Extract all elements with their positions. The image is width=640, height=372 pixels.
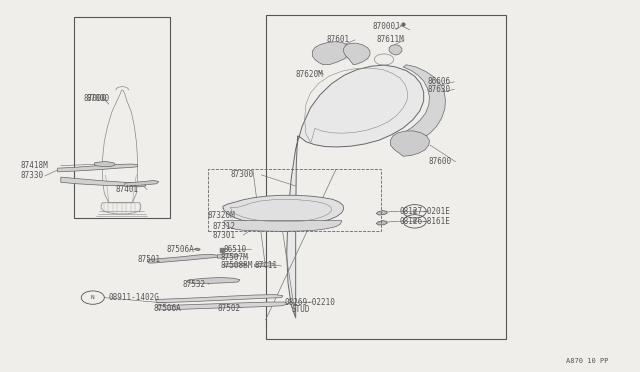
Text: 87411: 87411 (255, 262, 278, 270)
Text: 87620M: 87620M (296, 70, 323, 79)
Text: 87000: 87000 (86, 94, 109, 103)
Polygon shape (223, 195, 344, 225)
Text: 87502: 87502 (218, 304, 241, 312)
Text: 87418M: 87418M (20, 161, 48, 170)
Text: 08127-0201E: 08127-0201E (400, 207, 451, 216)
Bar (208, 169, 381, 231)
Text: 08911-1402G: 08911-1402G (109, 293, 159, 302)
Text: 87506A: 87506A (166, 245, 194, 254)
Text: 87611M: 87611M (376, 35, 404, 44)
Bar (266, 15, 506, 339)
Polygon shape (390, 131, 429, 156)
Text: 87630: 87630 (428, 85, 451, 94)
Polygon shape (398, 65, 445, 141)
Polygon shape (61, 177, 146, 187)
Text: 87600: 87600 (429, 157, 452, 166)
Polygon shape (389, 45, 402, 55)
Text: 08269-02210: 08269-02210 (285, 298, 335, 307)
Polygon shape (255, 263, 274, 267)
Text: 87312: 87312 (212, 222, 236, 231)
Text: 87300: 87300 (230, 170, 253, 179)
Polygon shape (376, 211, 387, 215)
Text: 08126-8161E: 08126-8161E (400, 217, 451, 226)
Text: 87501: 87501 (138, 255, 161, 264)
Text: 87643: 87643 (318, 49, 341, 58)
Polygon shape (287, 65, 424, 318)
Text: 86510: 86510 (224, 245, 247, 254)
Polygon shape (224, 263, 246, 266)
Text: 87320M: 87320M (208, 211, 236, 220)
Text: 87506A: 87506A (154, 304, 181, 312)
Polygon shape (187, 278, 240, 283)
Bar (74, 17, 170, 218)
Text: N: N (91, 295, 95, 300)
Text: 87401: 87401 (115, 185, 138, 194)
Text: A870 10 PP: A870 10 PP (566, 358, 608, 364)
Text: 87301: 87301 (212, 231, 236, 240)
Text: B: B (413, 209, 417, 214)
Polygon shape (194, 248, 200, 251)
Text: 87601: 87601 (326, 35, 349, 44)
Polygon shape (312, 42, 351, 65)
Text: 87000: 87000 (83, 94, 106, 103)
Text: STUD: STUD (291, 305, 310, 314)
Text: 87532: 87532 (182, 280, 205, 289)
Polygon shape (224, 221, 342, 231)
Text: 87507M: 87507M (221, 253, 248, 262)
Text: 86606: 86606 (428, 77, 451, 86)
Polygon shape (147, 254, 218, 263)
Polygon shape (157, 302, 288, 310)
Text: 87508BM: 87508BM (221, 262, 253, 270)
Text: 87330: 87330 (20, 171, 44, 180)
Polygon shape (376, 221, 387, 225)
Text: B: B (413, 219, 417, 224)
Polygon shape (58, 164, 138, 172)
Polygon shape (156, 295, 283, 303)
Polygon shape (218, 254, 238, 258)
Polygon shape (95, 161, 115, 167)
Text: 87000J: 87000J (372, 22, 400, 31)
Polygon shape (344, 43, 370, 65)
Polygon shape (125, 180, 159, 186)
